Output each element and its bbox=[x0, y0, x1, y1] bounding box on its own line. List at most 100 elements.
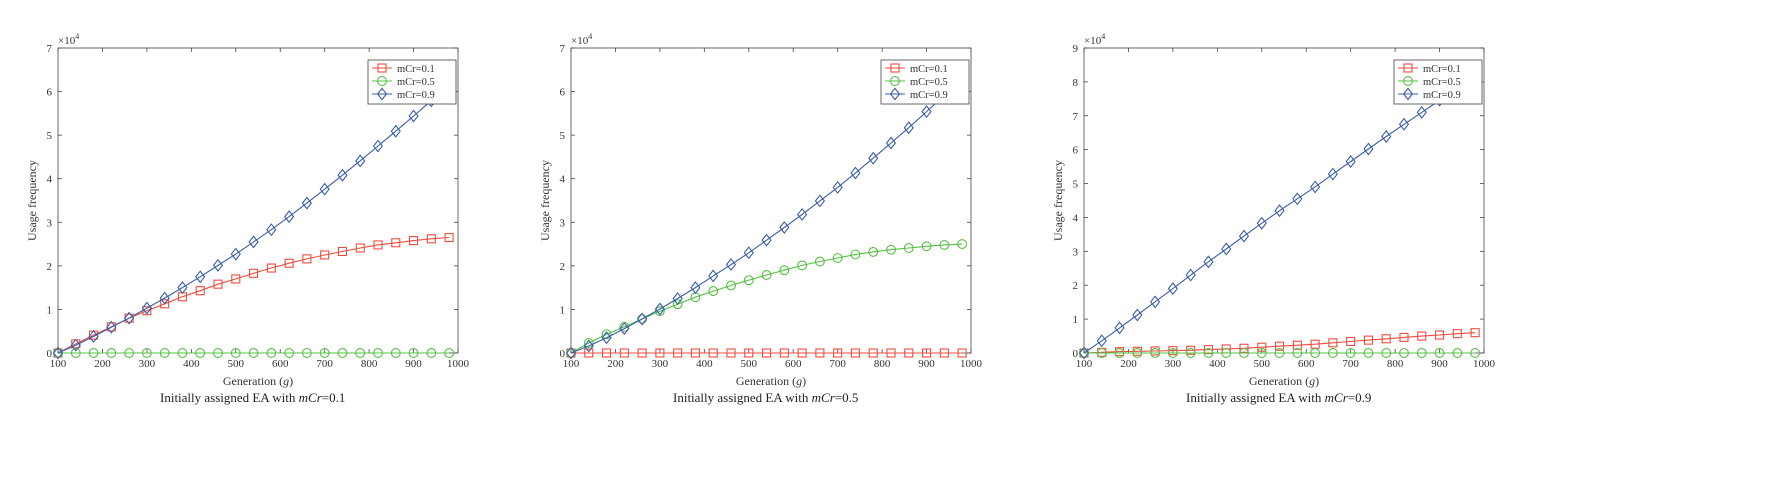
legend-label: mCr=0.1 bbox=[910, 64, 948, 75]
x-tick-label: 900 bbox=[405, 358, 422, 370]
data-point bbox=[583, 339, 594, 353]
data-point bbox=[212, 258, 224, 272]
data-point bbox=[1381, 348, 1392, 358]
x-tick-label: 800 bbox=[1387, 358, 1404, 370]
legend: mCr=0.1 mCr=0.5 mCr=0.9 bbox=[367, 59, 457, 105]
chart-svg-3: 100 200 300 400 500 600 700 800 900 1000 0 1 2 3 4 5 6 7 8… bbox=[1051, 32, 1496, 388]
data-point bbox=[601, 329, 612, 340]
x-tick-label: 700 bbox=[316, 358, 333, 370]
series-3 bbox=[565, 72, 968, 360]
data-point bbox=[814, 256, 825, 267]
data-point bbox=[1167, 282, 1178, 296]
data-point bbox=[213, 348, 223, 358]
data-point bbox=[408, 109, 419, 123]
caption-value: =0.1 bbox=[321, 390, 346, 405]
data-point bbox=[373, 240, 383, 250]
legend-label: mCr=0.9 bbox=[397, 90, 435, 101]
data-point bbox=[1274, 348, 1285, 358]
data-point bbox=[1345, 155, 1356, 169]
y-tick-label: 0 bbox=[560, 348, 566, 360]
chart-svg-1: 100 200 300 400 500 600 700 800 900 1000 0 1 2 3 4 5 6 7 ×… bbox=[25, 32, 470, 388]
data-point bbox=[1185, 268, 1196, 282]
y-tick-label: 1 bbox=[47, 304, 53, 316]
data-point bbox=[444, 232, 454, 243]
data-point bbox=[408, 348, 419, 358]
data-point bbox=[1114, 348, 1125, 358]
data-point bbox=[850, 348, 860, 358]
data-point bbox=[1132, 348, 1143, 358]
data-point bbox=[583, 338, 594, 348]
y-axis-label: Usage frequency bbox=[25, 160, 39, 241]
data-point bbox=[637, 348, 647, 358]
y-tick-label: 2 bbox=[47, 261, 53, 273]
y-tick-label: 3 bbox=[1073, 246, 1079, 258]
data-point bbox=[301, 196, 312, 210]
x-tick-label: 200 bbox=[1120, 358, 1137, 370]
chart-svg-2: 100 200 300 400 500 600 700 800 900 1000 0 1 2 3 4 5 6 7 ×… bbox=[538, 32, 983, 388]
x-tick-label: 1000 bbox=[960, 358, 983, 370]
data-point bbox=[584, 348, 594, 358]
data-point bbox=[1185, 348, 1196, 358]
data-point bbox=[654, 302, 665, 316]
data-point bbox=[124, 311, 135, 325]
data-point bbox=[1078, 346, 1090, 360]
data-point bbox=[868, 348, 878, 358]
data-point bbox=[231, 274, 241, 284]
data-point bbox=[743, 275, 754, 286]
data-point bbox=[761, 233, 772, 247]
legend-box bbox=[367, 59, 457, 105]
data-point bbox=[672, 292, 683, 306]
data-point bbox=[1150, 348, 1161, 358]
x-tick-label: 500 bbox=[1254, 358, 1271, 370]
data-point bbox=[106, 348, 117, 358]
x-tick-label: 800 bbox=[361, 358, 378, 370]
data-point bbox=[833, 348, 843, 358]
caption-value: =0.9 bbox=[1347, 390, 1372, 405]
data-point bbox=[70, 348, 81, 358]
y-tick-label: 0 bbox=[47, 348, 53, 360]
data-point bbox=[302, 254, 312, 264]
x-tick-label: 600 bbox=[1298, 358, 1315, 370]
data-point bbox=[885, 136, 897, 150]
data-point bbox=[903, 121, 914, 135]
x-tick-label: 100 bbox=[1076, 358, 1093, 370]
x-tick-label: 500 bbox=[228, 358, 245, 370]
y-tick-label: 1 bbox=[1073, 314, 1079, 326]
data-point bbox=[815, 348, 825, 358]
legend: mCr=0.1 mCr=0.5 mCr=0.9 bbox=[880, 59, 970, 105]
data-point bbox=[779, 265, 790, 276]
legend-marker bbox=[889, 87, 901, 101]
data-point bbox=[779, 221, 790, 235]
data-point bbox=[1363, 348, 1374, 358]
x-tick-label: 200 bbox=[607, 358, 624, 370]
x-tick-label: 700 bbox=[1342, 358, 1359, 370]
data-point bbox=[922, 348, 932, 358]
data-point bbox=[195, 348, 206, 358]
data-point bbox=[921, 105, 932, 119]
x-axis-label: Generation (g) bbox=[223, 374, 293, 388]
data-point bbox=[1256, 216, 1267, 230]
data-point bbox=[850, 249, 861, 260]
data-point bbox=[355, 243, 365, 253]
y-tick-label: 9 bbox=[1073, 43, 1079, 55]
data-point bbox=[673, 348, 683, 358]
data-point bbox=[619, 348, 629, 358]
y-tick-label: 5 bbox=[560, 130, 566, 142]
data-point bbox=[903, 243, 914, 253]
x-tick-label: 600 bbox=[785, 358, 802, 370]
data-point bbox=[88, 348, 99, 358]
data-point bbox=[1398, 117, 1410, 131]
y-tick-label: 1 bbox=[560, 304, 566, 316]
y-tick-label: 6 bbox=[560, 87, 566, 99]
data-point bbox=[1399, 332, 1409, 342]
data-point bbox=[726, 280, 736, 291]
y-tick-label: 0 bbox=[1073, 348, 1079, 360]
data-point bbox=[886, 244, 896, 255]
data-point bbox=[319, 182, 330, 196]
data-point bbox=[672, 299, 683, 310]
chart-panel-3: 100 200 300 400 500 600 700 800 900 1000 0 1 2 3 4 5 6 7 8… bbox=[1026, 0, 1546, 410]
series-line bbox=[570, 78, 963, 354]
x-tick-label: 800 bbox=[874, 358, 891, 370]
y-tick-label: 6 bbox=[47, 87, 53, 99]
legend-marker bbox=[377, 76, 387, 86]
